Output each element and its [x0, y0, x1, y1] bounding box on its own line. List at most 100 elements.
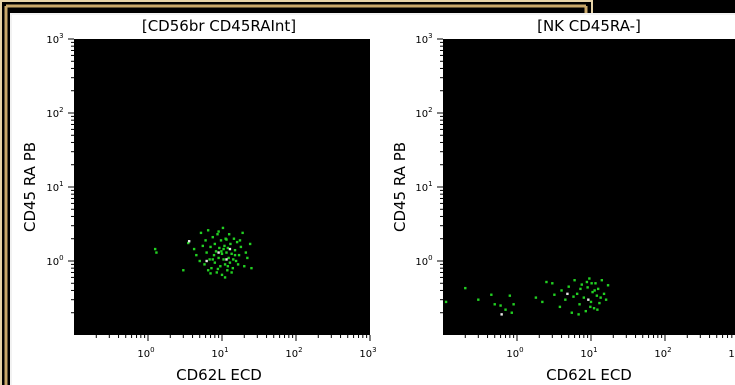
panel-2-data-point: [598, 301, 601, 305]
panel-2-data-point: [490, 293, 493, 296]
panel-2-data-point: [577, 313, 580, 316]
panel-1-data-point: [235, 240, 239, 244]
panel-1-data-point: [241, 231, 244, 235]
panel-1-data-point: [232, 258, 235, 261]
panel-2-data-point: [585, 280, 589, 284]
panel-2-x-tick-label: 103: [728, 346, 735, 360]
panel-1-data-point: [223, 244, 226, 248]
panel-1-data-point: [246, 256, 249, 260]
panel-1-data-point: [209, 245, 212, 249]
panel-1-highlight-point: [187, 240, 191, 243]
panel-1-data-point: [236, 263, 240, 266]
panel-1-data-point: [237, 253, 241, 257]
panel-2-data-point: [512, 303, 515, 306]
panel-1-highlight-point: [225, 258, 228, 261]
panel-1-data-point: [233, 248, 237, 252]
panel-2-data-point: [510, 311, 513, 314]
panel-1-data-point: [226, 246, 230, 250]
panel-1-data-point: [182, 269, 185, 272]
panel-1-data-point: [229, 242, 232, 246]
panel-1-data-point: [225, 251, 228, 254]
panel-1-highlight-point: [228, 247, 232, 251]
panel-1-data-point: [204, 239, 207, 242]
panel-1-data-point: [234, 259, 238, 263]
panel-1-data-point: [232, 237, 236, 240]
panel-1-data-point: [223, 276, 227, 279]
panel-1-data-point: [216, 233, 219, 236]
panel-2-data-point: [578, 303, 581, 306]
panel-1-data-point: [206, 269, 210, 272]
panel-1-data-point: [219, 239, 223, 242]
panel-1-data-point: [215, 271, 218, 274]
panel-2-data-point: [580, 283, 583, 286]
panel-2-data-point: [560, 289, 563, 292]
panel-2-data-point: [586, 286, 589, 289]
panel-2-data-point: [564, 298, 567, 301]
panel-2-data-point: [493, 303, 496, 306]
panel-2-data-point: [584, 309, 587, 313]
panel-2-data-point: [508, 294, 512, 297]
panel-1-data-point: [217, 256, 220, 260]
panel-1-data-point: [192, 247, 196, 251]
panel-1-data-point: [226, 265, 230, 268]
panel-1-data-point: [244, 251, 248, 254]
panel-2-data-point: [541, 300, 544, 304]
panel-2-data-point: [591, 290, 594, 294]
panel-2-data-point: [553, 293, 556, 296]
panel-2-data-point: [588, 277, 591, 280]
panel-2-data-point: [572, 295, 575, 298]
panel-1-highlight-point: [217, 251, 220, 254]
panel-1-data-point: [187, 241, 190, 245]
panel-1-data-point: [238, 239, 242, 242]
panel-2-data-point: [590, 282, 593, 285]
panel-2-x-label: CD62L ECD: [546, 366, 632, 384]
panel-2-data-point: [579, 287, 582, 291]
panel-2-title: [NK CD45RA-]: [537, 17, 641, 35]
panel-1-data-point: [218, 246, 221, 250]
panel-1-data-point: [221, 226, 225, 230]
panel-2-data-point: [499, 304, 502, 307]
panel-1-data-point: [153, 247, 157, 251]
panel-2-highlight-point: [500, 313, 503, 316]
panel-1-data-point: [225, 238, 228, 241]
panel-1-data-point: [203, 263, 206, 266]
panel-2-data-point: [600, 279, 604, 282]
panel-2-data-point: [592, 307, 596, 310]
panel-2-data-point: [604, 298, 608, 301]
panel-2-data-point: [595, 294, 599, 297]
panel-2-data-point: [596, 287, 600, 291]
panel-1-data-point: [220, 273, 224, 277]
panel-2-data-point: [575, 292, 579, 296]
panel-2-data-point: [594, 282, 597, 285]
panel-1-points: [153, 226, 253, 279]
panel-1-data-point: [195, 253, 198, 257]
panel-2-highlight-point: [587, 298, 590, 301]
panel-1-data-point: [208, 258, 211, 261]
panel-2-data-point: [551, 282, 554, 285]
panel-2-data-point: [573, 279, 576, 282]
panel-1-data-point: [211, 258, 214, 261]
panel-2-points: [444, 277, 610, 316]
panel-1-data-point: [201, 244, 204, 248]
panel-1-data-point: [210, 266, 213, 270]
panel-2-data-point: [504, 308, 507, 311]
panel-1-data-point: [230, 271, 233, 274]
panel-2-data-point: [589, 300, 593, 304]
panel-1-data-point: [233, 253, 237, 257]
panel-1-y-label: CD45 RA PB: [21, 142, 39, 232]
panel-2-data-point: [602, 292, 606, 296]
panel-2-highlight-point: [566, 292, 569, 296]
panel-2-data-point: [444, 300, 448, 304]
panel-2-data-point: [464, 286, 467, 290]
panel-1-data-point: [239, 245, 243, 249]
panel-2-data-point: [477, 298, 480, 301]
panel-1-data-point: [231, 266, 235, 270]
panel-2-plot-area: [443, 39, 735, 335]
panel-1-data-point: [220, 252, 224, 256]
panel-1-data-point: [227, 233, 231, 236]
panel-1-data-point: [213, 261, 217, 264]
panel-2-data-point: [606, 284, 610, 287]
